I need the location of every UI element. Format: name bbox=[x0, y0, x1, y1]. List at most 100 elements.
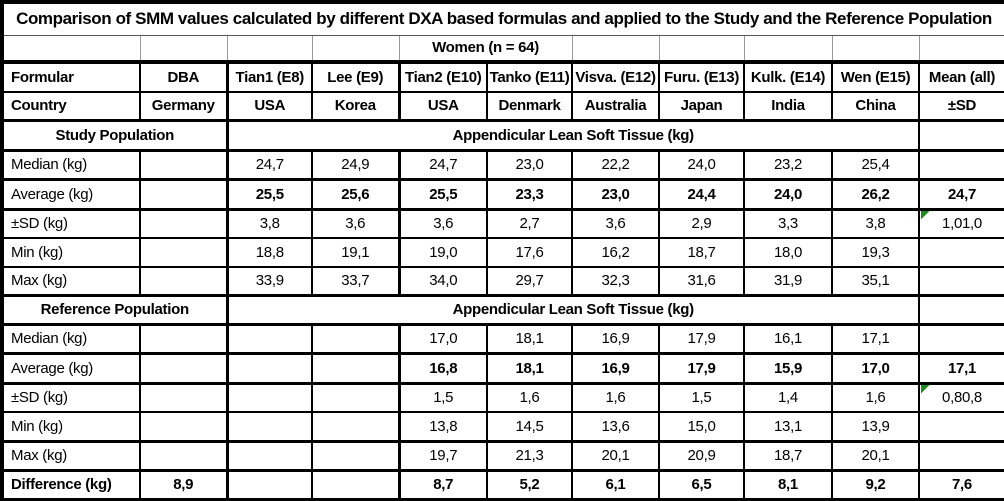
value-cell bbox=[139, 266, 228, 296]
country-cell: Denmark bbox=[486, 91, 573, 122]
value-cell: 8,7 bbox=[397, 468, 488, 501]
subtitle-row: Women (n = 64) bbox=[1, 34, 1004, 64]
country-cell: India bbox=[743, 91, 833, 122]
value-cell: 13,6 bbox=[571, 411, 660, 443]
value-cell: 17,6 bbox=[486, 237, 573, 268]
value-cell: 3,6 bbox=[311, 208, 400, 239]
value-cell: 17,1 bbox=[918, 351, 1004, 385]
country-cell: USA bbox=[397, 91, 488, 122]
empty-cell bbox=[743, 34, 833, 64]
reference-section-row: Reference Population Appendicular Lean S… bbox=[1, 293, 1004, 326]
value-cell: 23,3 bbox=[486, 177, 573, 211]
row-label: Median (kg) bbox=[1, 149, 141, 180]
value-cell: 18,7 bbox=[743, 440, 833, 471]
value-cell bbox=[311, 382, 400, 413]
formula-header-label: Formular bbox=[1, 61, 141, 93]
value-cell bbox=[225, 440, 313, 471]
value-cell: 13,8 bbox=[397, 411, 488, 443]
country-cell: China bbox=[831, 91, 920, 122]
row-label: Max (kg) bbox=[1, 440, 141, 471]
empty-cell bbox=[139, 34, 228, 64]
study-max-row: Max (kg) 33,9 33,7 34,0 29,7 32,3 31,6 3… bbox=[1, 266, 1004, 296]
value-cell bbox=[225, 382, 313, 413]
value-cell: 16,9 bbox=[571, 351, 660, 385]
measure-label: Appendicular Lean Soft Tissue (kg) bbox=[225, 293, 920, 326]
row-label: Min (kg) bbox=[1, 237, 141, 268]
value-cell: 8,1 bbox=[743, 468, 833, 501]
value-cell: 19,1 bbox=[311, 237, 400, 268]
value-cell: 31,6 bbox=[658, 266, 745, 296]
value-cell: 24,0 bbox=[743, 177, 833, 211]
value-cell: 13,1 bbox=[743, 411, 833, 443]
measure-label: Appendicular Lean Soft Tissue (kg) bbox=[225, 118, 920, 152]
country-cell: Japan bbox=[658, 91, 745, 122]
value-cell bbox=[139, 351, 228, 385]
value-cell: 19,7 bbox=[397, 440, 488, 471]
value-cell bbox=[139, 382, 228, 413]
value-cell: 8,9 bbox=[139, 468, 228, 501]
value-cell: 33,7 bbox=[311, 266, 400, 296]
value-cell: 25,5 bbox=[225, 177, 313, 211]
value-cell: 20,1 bbox=[831, 440, 920, 471]
value-cell: 5,2 bbox=[486, 468, 573, 501]
value-cell bbox=[311, 351, 400, 385]
study-section-row: Study Population Appendicular Lean Soft … bbox=[1, 118, 1004, 152]
value-cell: 34,0 bbox=[397, 266, 488, 296]
table-title: Comparison of SMM values calculated by d… bbox=[2, 2, 1004, 36]
col-header: Kulk. (E14) bbox=[743, 61, 833, 93]
value-cell bbox=[918, 440, 1004, 471]
value-cell: 17,1 bbox=[831, 323, 920, 354]
value-cell: 3,8 bbox=[225, 208, 313, 239]
excel-error-flag-icon bbox=[921, 211, 930, 220]
reference-min-row: Min (kg) 13,8 14,5 13,6 15,0 13,1 13,9 bbox=[1, 411, 1004, 443]
value-cell: 1,6 bbox=[571, 382, 660, 413]
value-cell: 32,3 bbox=[571, 266, 660, 296]
empty-cell bbox=[918, 118, 1004, 152]
value-cell: 1,01,0 bbox=[918, 208, 1004, 239]
value-cell: 16,1 bbox=[743, 323, 833, 354]
empty-cell bbox=[311, 34, 400, 64]
value-cell: 3,8 bbox=[831, 208, 920, 239]
value-cell: 14,5 bbox=[486, 411, 573, 443]
col-header: Furu. (E13) bbox=[658, 61, 745, 93]
value-cell bbox=[139, 149, 228, 180]
excel-error-flag-icon bbox=[921, 385, 930, 394]
value-cell: 3,6 bbox=[571, 208, 660, 239]
value-cell bbox=[139, 208, 228, 239]
value-cell: 17,0 bbox=[831, 351, 920, 385]
value-cell bbox=[225, 411, 313, 443]
country-cell: Germany bbox=[139, 91, 228, 122]
reference-median-row: Median (kg) 17,0 18,1 16,9 17,9 16,1 17,… bbox=[1, 323, 1004, 354]
value-cell: 13,9 bbox=[831, 411, 920, 443]
value-cell bbox=[225, 323, 313, 354]
country-cell: USA bbox=[225, 91, 313, 122]
country-header-label: Country bbox=[1, 91, 141, 122]
reference-average-row: Average (kg) 16,8 18,1 16,9 17,9 15,9 17… bbox=[1, 351, 1004, 385]
value-cell bbox=[311, 411, 400, 443]
value-cell: 20,9 bbox=[658, 440, 745, 471]
value-cell: 24,9 bbox=[311, 149, 400, 180]
col-header: Tanko (E11) bbox=[486, 61, 573, 93]
value-cell: 23,0 bbox=[486, 149, 573, 180]
value-cell: 19,0 bbox=[397, 237, 488, 268]
value-cell: 9,2 bbox=[831, 468, 920, 501]
value-cell bbox=[139, 237, 228, 268]
col-header: DBA bbox=[139, 61, 228, 93]
value-cell: 16,8 bbox=[397, 351, 488, 385]
value-cell bbox=[311, 323, 400, 354]
value-cell: 26,2 bbox=[831, 177, 920, 211]
value-cell: 1,5 bbox=[397, 382, 488, 413]
country-cell: ±SD bbox=[918, 91, 1004, 122]
value-cell: 24,4 bbox=[658, 177, 745, 211]
empty-cell bbox=[1, 34, 141, 64]
study-min-row: Min (kg) 18,8 19,1 19,0 17,6 16,2 18,7 1… bbox=[1, 237, 1004, 268]
empty-cell bbox=[226, 34, 313, 64]
subtitle-cell: Women (n = 64) bbox=[398, 34, 573, 64]
value-cell bbox=[225, 351, 313, 385]
col-header: Lee (E9) bbox=[311, 61, 400, 93]
value-cell: 23,2 bbox=[743, 149, 833, 180]
value-cell: 25,4 bbox=[831, 149, 920, 180]
value-cell: 2,9 bbox=[658, 208, 745, 239]
reference-max-row: Max (kg) 19,7 21,3 20,1 20,9 18,7 20,1 bbox=[1, 440, 1004, 471]
